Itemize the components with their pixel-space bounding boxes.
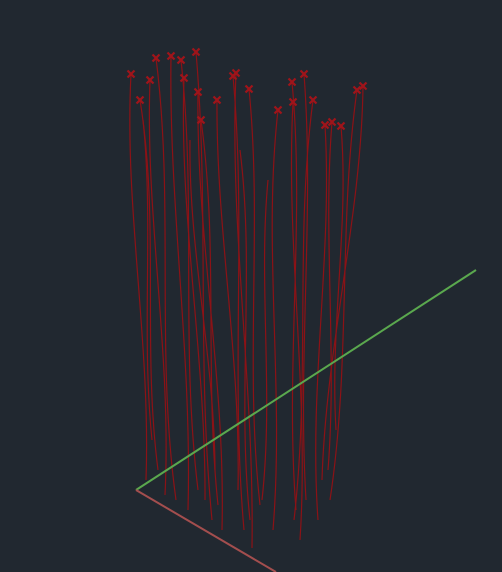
strand-curve: [321, 85, 364, 481]
x-marker-icon: [288, 97, 298, 107]
strand-curve: [239, 149, 251, 521]
x-marker-icon: [336, 121, 346, 131]
x-marker-icon: [191, 47, 201, 57]
x-marker-icon: [151, 53, 161, 63]
strand-curve: [180, 59, 199, 491]
strand-curves: [129, 51, 364, 549]
strand-curve: [142, 119, 153, 441]
strand-curve: [291, 81, 298, 511]
strand-curve: [195, 51, 213, 521]
x-axis-line: [135, 489, 277, 572]
strand-curve: [216, 99, 239, 491]
x-marker-icon: [166, 51, 176, 61]
strand-curve: [139, 99, 159, 471]
x-marker-icon: [327, 117, 337, 127]
strand-curve: [261, 179, 269, 501]
x-marker-icon: [176, 55, 186, 65]
x-marker-icon: [193, 87, 203, 97]
x-marker-icon: [126, 69, 136, 79]
strand-curve: [293, 99, 314, 521]
strand-curve: [200, 119, 219, 506]
strand-curve: [315, 124, 328, 521]
strand-curve: [302, 73, 309, 501]
x-marker-icon: [231, 68, 241, 78]
x-marker-icon: [244, 84, 254, 94]
x-marker-icon: [308, 95, 318, 105]
x-marker-icon: [179, 73, 189, 83]
strand-curve: [334, 125, 344, 431]
x-marker-icon: [145, 75, 155, 85]
strand-curve: [327, 121, 333, 471]
x-marker-icon: [352, 85, 362, 95]
strand-curve: [234, 72, 253, 549]
strand-curve: [189, 139, 216, 471]
strand-curve: [182, 77, 206, 501]
x-marker-icon: [299, 69, 309, 79]
strand-curve: [290, 101, 303, 541]
x-marker-icon: [287, 77, 297, 87]
x-marker-icon: [196, 115, 206, 125]
x-marker-icon: [358, 81, 368, 91]
strand-curve: [232, 75, 245, 531]
x-marker-icon: [135, 95, 145, 105]
strand-curve: [129, 73, 148, 481]
strand-curve: [155, 57, 177, 501]
strand-curve: [170, 55, 190, 511]
strand-end-markers: [126, 47, 368, 131]
strand-curve: [248, 88, 261, 506]
y-axis-line: [135, 269, 477, 491]
strand-curve: [329, 89, 358, 501]
x-marker-icon: [320, 120, 330, 130]
x-marker-icon: [212, 95, 222, 105]
x-marker-icon: [273, 105, 283, 115]
strand-curve: [148, 79, 167, 496]
strand-curve: [271, 109, 279, 531]
